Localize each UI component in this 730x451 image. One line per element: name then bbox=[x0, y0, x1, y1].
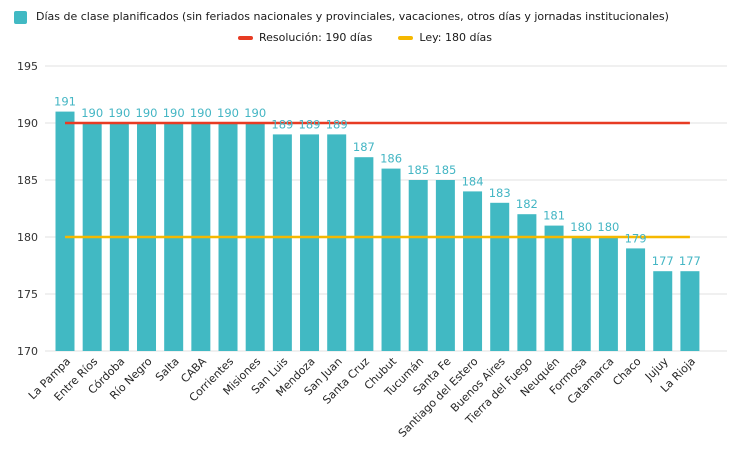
y-axis-tick-label: 175 bbox=[17, 288, 38, 301]
bar-value-label: 189 bbox=[271, 117, 293, 131]
resolution-legend-label: Resolución: 190 días bbox=[258, 31, 373, 44]
bar bbox=[408, 180, 428, 351]
law-line-swatch-icon bbox=[398, 36, 414, 40]
bar bbox=[435, 180, 455, 351]
bar bbox=[300, 134, 320, 351]
bar-value-label: 190 bbox=[108, 106, 130, 120]
bar bbox=[653, 271, 673, 351]
bar-value-label: 184 bbox=[462, 174, 484, 188]
bar bbox=[680, 271, 700, 351]
bar-value-label: 177 bbox=[652, 254, 674, 268]
bar-value-label: 190 bbox=[190, 106, 212, 120]
bars-legend-label: Días de clase planificados (sin feriados… bbox=[36, 10, 669, 23]
bars-swatch-icon bbox=[14, 10, 27, 24]
bar bbox=[517, 214, 537, 351]
x-axis-tick-label: Salta bbox=[153, 355, 182, 384]
bar-value-label: 189 bbox=[299, 117, 321, 131]
bar-value-label: 185 bbox=[434, 163, 456, 177]
bar-value-label: 180 bbox=[597, 220, 619, 234]
bar bbox=[272, 134, 292, 351]
bar-value-label: 177 bbox=[679, 254, 701, 268]
bar-value-label: 190 bbox=[217, 106, 239, 120]
bar bbox=[354, 157, 374, 351]
bar-value-label: 186 bbox=[380, 152, 402, 166]
y-axis-tick-label: 185 bbox=[17, 174, 38, 187]
bar-value-label: 179 bbox=[625, 231, 647, 245]
bar bbox=[571, 237, 591, 351]
bar-value-label: 190 bbox=[81, 106, 103, 120]
bar bbox=[463, 191, 483, 351]
bar-value-label: 187 bbox=[353, 140, 375, 154]
y-axis-tick-label: 180 bbox=[17, 231, 38, 244]
bar-value-label: 190 bbox=[244, 106, 266, 120]
bar bbox=[544, 225, 564, 351]
y-axis-tick-label: 195 bbox=[17, 60, 38, 73]
bar-value-label: 183 bbox=[489, 186, 511, 200]
legend-reference-row: Resolución: 190 días Ley: 180 días bbox=[0, 29, 730, 47]
x-axis-tick-label: Chaco bbox=[610, 355, 644, 389]
law-legend-label: Ley: 180 días bbox=[419, 31, 493, 44]
bar-value-label: 190 bbox=[136, 106, 158, 120]
bar-value-label: 180 bbox=[570, 220, 592, 234]
bar-value-label: 189 bbox=[326, 117, 348, 131]
bar bbox=[598, 237, 618, 351]
legend-series-row: Días de clase planificados (sin feriados… bbox=[14, 8, 730, 26]
bar-value-label: 182 bbox=[516, 197, 538, 211]
bar-value-label: 185 bbox=[407, 163, 429, 177]
bar-value-label: 181 bbox=[543, 209, 565, 223]
bar-value-label: 191 bbox=[54, 95, 76, 109]
bar bbox=[381, 168, 401, 351]
resolution-line-swatch-icon bbox=[237, 36, 253, 40]
bar bbox=[490, 202, 510, 351]
bar bbox=[626, 248, 646, 351]
bar bbox=[327, 134, 347, 351]
chart-legend: Días de clase planificados (sin feriados… bbox=[0, 8, 730, 47]
y-axis-tick-label: 190 bbox=[17, 117, 38, 130]
bar bbox=[55, 111, 75, 351]
bar-value-label: 190 bbox=[163, 106, 185, 120]
y-axis-tick-label: 170 bbox=[17, 345, 38, 358]
